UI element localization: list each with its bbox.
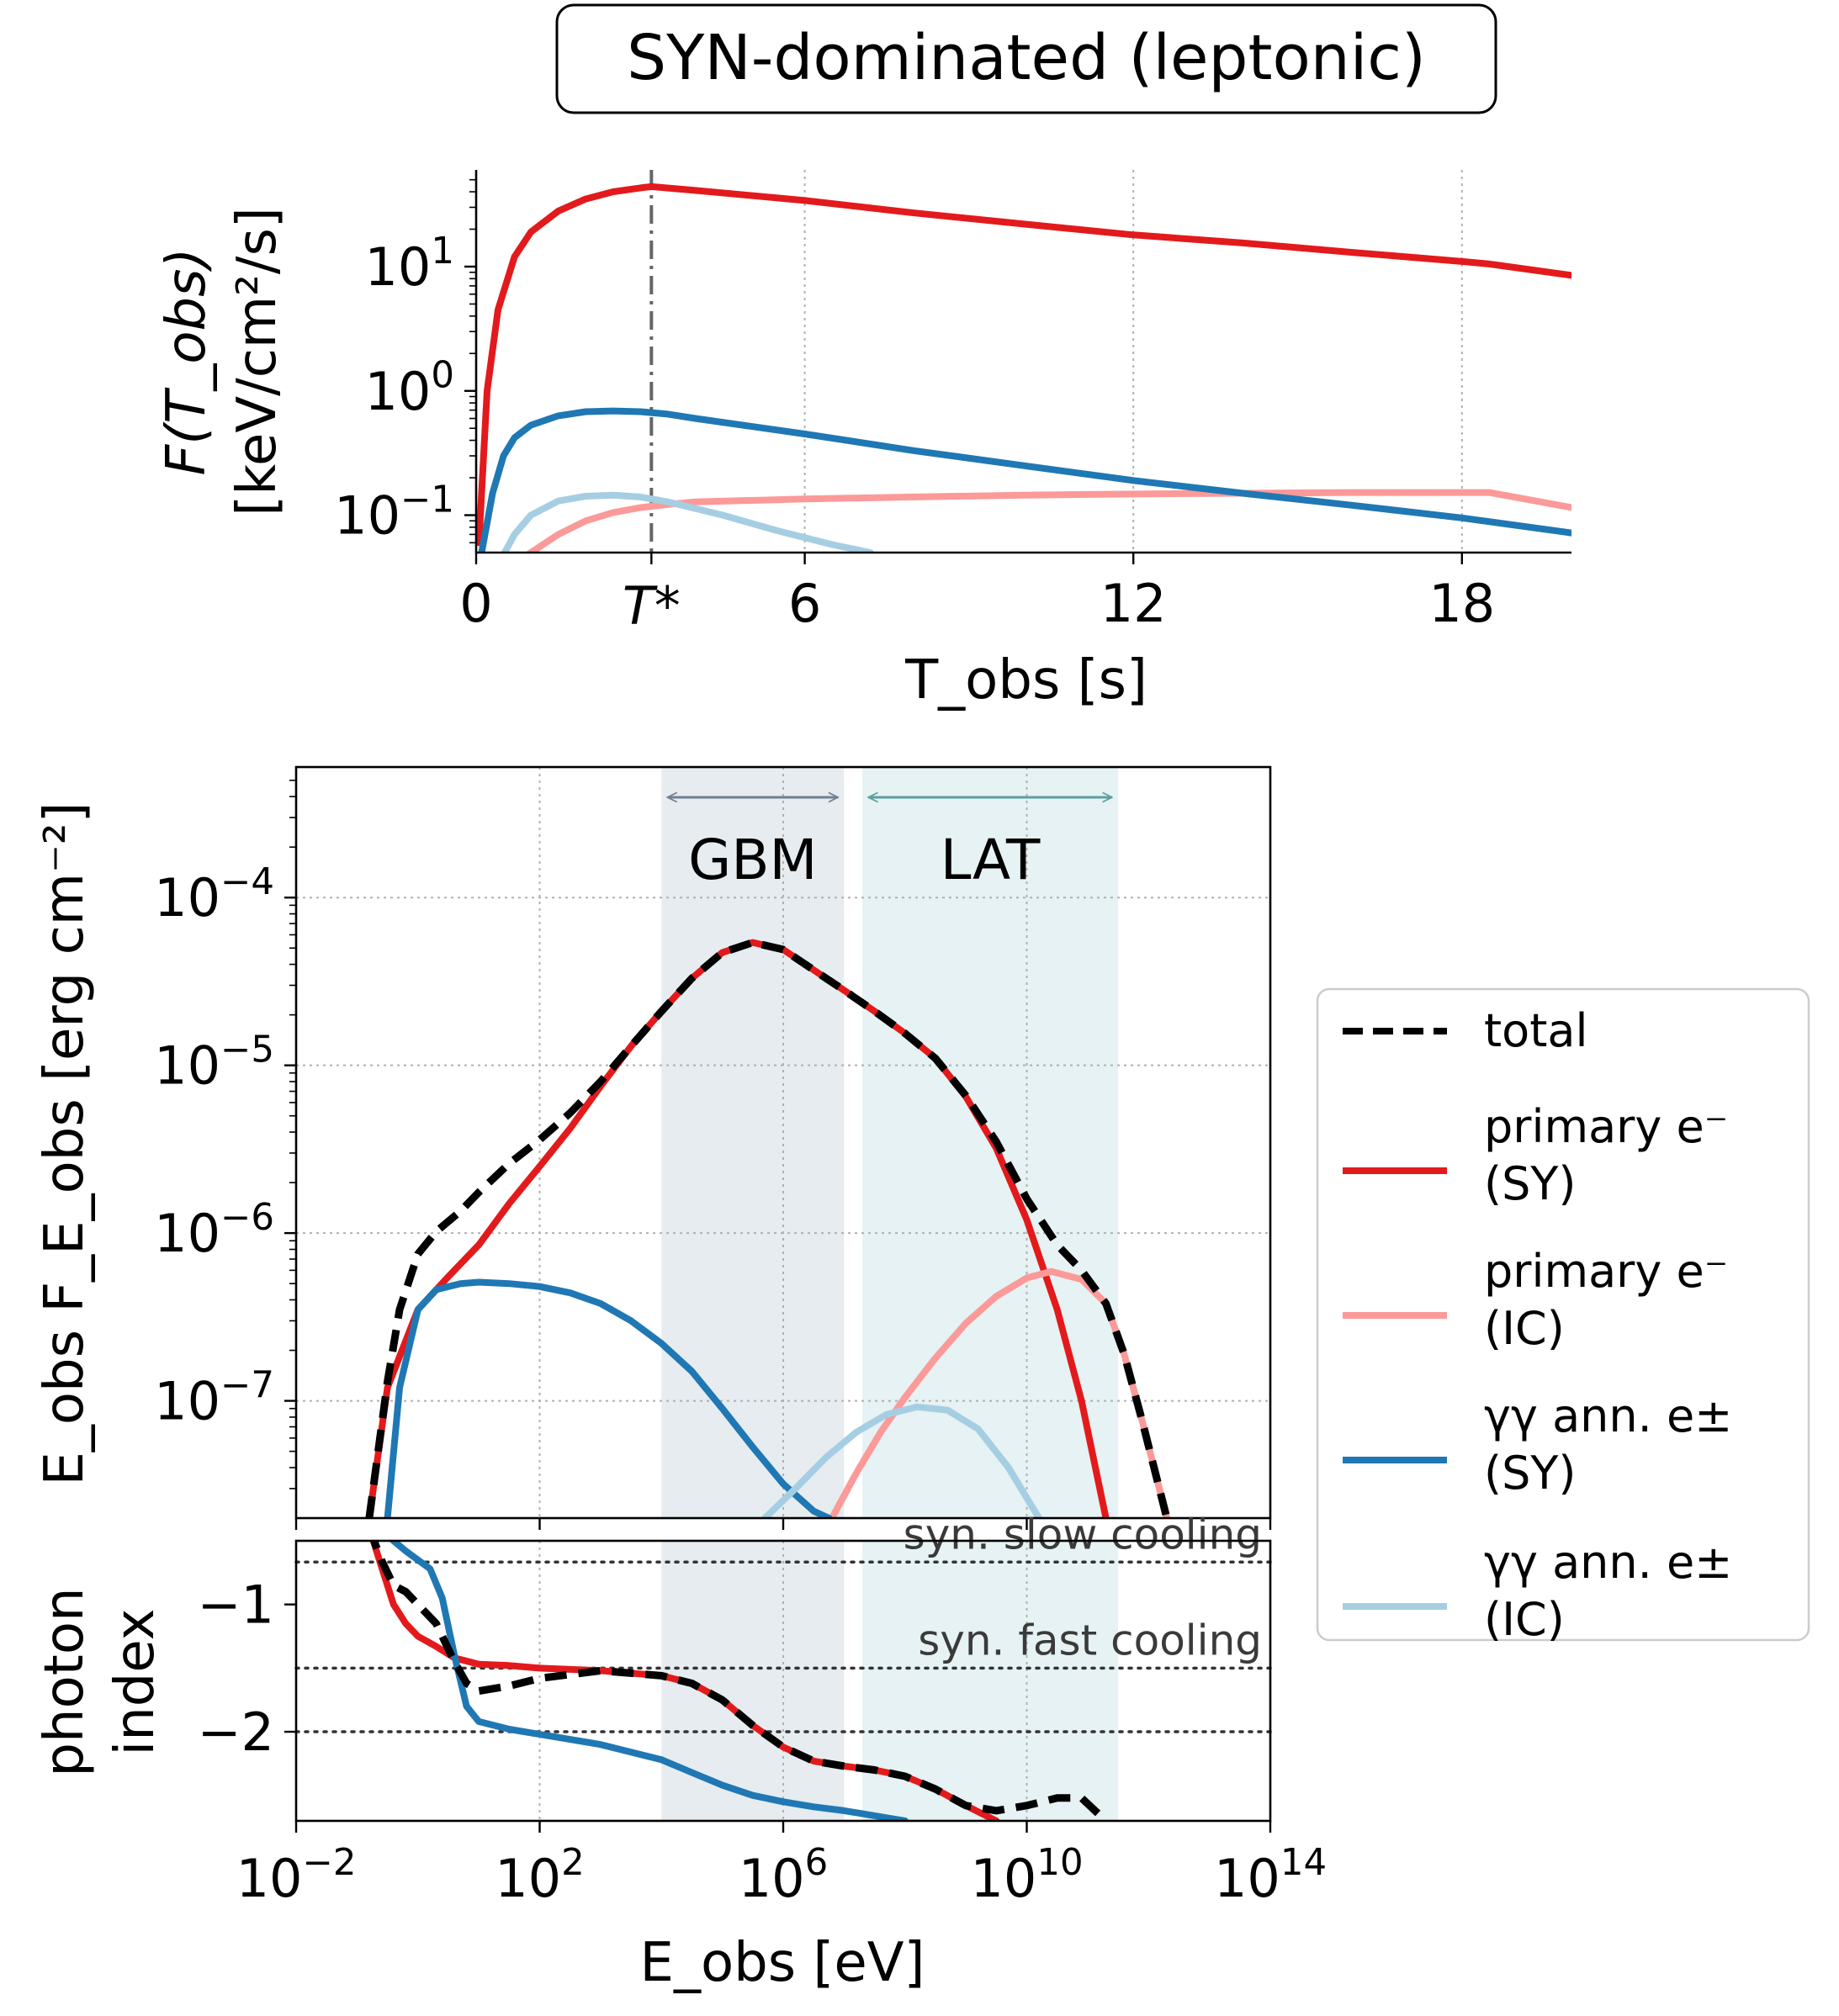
photon-index-xlabel: E_obs [eV]	[640, 1932, 925, 1994]
sed-ticks: 10−7 10−6 10−5 10−4	[154, 779, 1272, 1530]
legend-label-pair_sy: γγ ann. e±	[1484, 1389, 1732, 1442]
sed-grid	[296, 767, 1270, 1518]
photon-index-ticks: 10−2 102 106 1010 1014 −1 −2	[198, 1574, 1327, 1909]
legend-label-primary_ic: primary e⁻	[1484, 1245, 1728, 1298]
lightcurve-line-pair_ic	[501, 491, 874, 553]
lightcurve-spines	[474, 170, 1571, 554]
lightcurve-line-primary_ic	[525, 489, 1571, 553]
lightcurve-series	[476, 183, 1571, 553]
photon-index-ytick-label: −2	[198, 1701, 274, 1763]
sed-ytick-label: 10−7	[154, 1365, 274, 1432]
lightcurve-ylabel-line1: F(T_obs)	[156, 248, 218, 476]
lightcurve-ytick-label: 100	[364, 355, 454, 422]
photon-index-ytick-label: −1	[198, 1574, 274, 1636]
photon-index-xtick-label: 106	[739, 1842, 829, 1909]
photon-index-series	[369, 1541, 1109, 1821]
photon-index-ylabel-line1: photon	[34, 1587, 96, 1776]
photon-index-xtick-label: 1010	[970, 1842, 1083, 1909]
lightcurve-line-pair_sy	[478, 407, 1571, 553]
sed-band-gbm	[661, 767, 845, 1518]
legend-sublabel-pair_sy: (SY)	[1484, 1447, 1576, 1500]
lightcurve-ylabel-line2: [keV/cm²/s]	[226, 207, 289, 516]
photon-index-line-pair_sy	[389, 1541, 909, 1821]
sed-ytick-label: 10−5	[154, 1029, 274, 1097]
photon-index-bands	[661, 1541, 1119, 1821]
legend-entry-pair_ic: γγ ann. e±(IC)	[1343, 1536, 1732, 1646]
photon-index-reference-lines: syn. slow cooling syn. fast cooling	[294, 1510, 1272, 1733]
photon-index-reference-label: syn. fast cooling	[918, 1616, 1262, 1664]
title-frame	[555, 3, 1497, 114]
legend-label-pair_ic: γγ ann. e±	[1484, 1536, 1732, 1589]
photon-index-xtick-label: 10−2	[236, 1842, 357, 1909]
sed-series	[365, 939, 1171, 1518]
legend-entry-primary_ic: primary e⁻(IC)	[1343, 1245, 1728, 1355]
legend-sublabel-primary_ic: (IC)	[1484, 1302, 1565, 1355]
sed-ytick-label: 10−6	[154, 1197, 274, 1264]
photon-index-reference-label: syn. slow cooling	[904, 1510, 1262, 1558]
sed-line-pair_ic	[761, 1403, 1042, 1518]
lightcurve-xtick-label: 12	[1100, 573, 1167, 634]
lightcurve-xtick-label: 18	[1428, 573, 1495, 634]
legend-entry-pair_sy: γγ ann. e±(SY)	[1343, 1389, 1732, 1500]
sed-line-pair_sy	[384, 1278, 833, 1518]
lightcurve-ytick-label: 101	[364, 230, 454, 298]
lightcurve-ytick-label: 10−1	[334, 479, 454, 546]
t-star-marker: T*	[623, 170, 681, 637]
sed-band-label-gbm: GBM	[688, 828, 817, 892]
legend-sublabel-primary_sy: (SY)	[1484, 1157, 1576, 1210]
sed-panel: GBM LAT 10−7 10−6 10−5 10−4 E_obs F_E_obs [e…	[34, 765, 1272, 1530]
legend-label-primary_sy: primary e⁻	[1484, 1100, 1728, 1153]
lightcurve-panel: T* 0 6 12 18 10−1 100 101 F(T_obs) [keV/cm²/s]…	[156, 170, 1571, 712]
photon-index-xtick-label: 1014	[1214, 1842, 1327, 1909]
sed-ylabel: E_obs F_E_obs [erg cm⁻²]	[34, 802, 96, 1485]
legend-frame	[1316, 987, 1810, 1642]
lightcurve-xtick-label: 6	[788, 573, 821, 634]
photon-index-line-total	[369, 1541, 1109, 1821]
sed-band-label-lat: LAT	[941, 828, 1041, 892]
lightcurve-ticks: 0 6 12 18 10−1 100 101	[334, 178, 1495, 634]
legend-sublabel-pair_ic: (IC)	[1484, 1593, 1565, 1646]
sed-band-labels: GBM LAT	[667, 797, 1111, 892]
t-star-label: T*	[623, 575, 681, 637]
lightcurve-line-primary_sy	[476, 183, 1571, 547]
legend-entry-primary_sy: primary e⁻(SY)	[1343, 1100, 1728, 1210]
sed-ytick-label: 10−4	[154, 861, 274, 929]
title-box: SYN-dominated (leptonic)	[555, 3, 1497, 114]
legend-entry-total: total	[1343, 1004, 1587, 1057]
photon-index-ylabel-line2: index	[104, 1608, 167, 1755]
legend-label-total: total	[1484, 1004, 1587, 1057]
photon-index-xtick-label: 102	[495, 1842, 585, 1909]
figure-title: SYN-dominated (leptonic)	[627, 22, 1426, 94]
lightcurve-xtick-label: 0	[459, 573, 492, 634]
lightcurve-xlabel: T_obs [s]	[904, 649, 1147, 712]
